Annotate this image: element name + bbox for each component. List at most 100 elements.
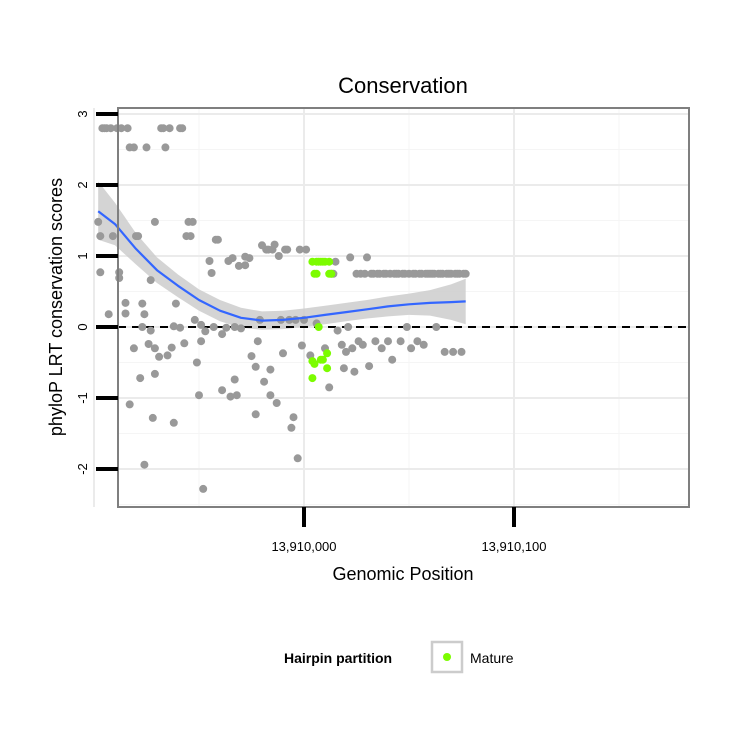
other-point — [272, 399, 281, 407]
other-point — [283, 245, 292, 254]
other-point — [297, 341, 306, 350]
other-point — [213, 235, 222, 244]
other-point — [325, 383, 334, 392]
other-point — [402, 323, 411, 331]
other-point — [150, 217, 159, 226]
other-point — [148, 413, 157, 422]
legend-title: Hairpin partition — [284, 650, 392, 666]
other-point — [457, 347, 466, 356]
other-point — [201, 327, 210, 336]
other-point — [266, 391, 275, 400]
other-point — [363, 253, 371, 262]
other-point — [237, 324, 245, 333]
other-point — [333, 326, 342, 335]
other-point — [150, 369, 159, 378]
other-point — [234, 261, 243, 270]
other-point — [155, 352, 164, 361]
mature-point — [308, 374, 317, 383]
grid-lines — [93, 108, 689, 507]
other-point — [142, 143, 151, 152]
other-point — [104, 310, 113, 319]
other-point — [188, 217, 197, 226]
other-point — [270, 240, 279, 249]
other-point — [121, 309, 130, 318]
other-point — [396, 337, 405, 346]
other-point — [159, 124, 168, 133]
other-point — [218, 330, 227, 339]
other-point — [251, 362, 260, 371]
other-point — [186, 232, 195, 241]
other-point — [192, 358, 201, 367]
other-point — [96, 268, 105, 277]
plot-border — [117, 107, 690, 508]
other-point — [287, 423, 296, 432]
other-point — [129, 143, 138, 152]
mature-point — [323, 364, 332, 373]
other-point — [146, 276, 155, 285]
y-tick-label: -2 — [75, 463, 90, 475]
other-point — [253, 337, 262, 346]
smooth-curve — [97, 210, 466, 322]
legend: Hairpin partition Mature — [284, 640, 514, 674]
other-point — [226, 392, 235, 401]
other-point — [230, 323, 239, 331]
other-point — [342, 347, 350, 356]
other-point — [144, 340, 153, 348]
x-tick-label: 13,910,100 — [481, 539, 546, 554]
other-point — [171, 299, 180, 308]
other-point — [167, 343, 176, 352]
other-point — [331, 257, 340, 266]
other-point — [339, 364, 348, 373]
other-point — [125, 400, 134, 409]
other-point — [413, 337, 422, 346]
other-point — [123, 124, 132, 133]
other-point — [140, 310, 149, 319]
other-point — [346, 253, 355, 262]
other-point — [440, 347, 449, 356]
other-point — [163, 351, 172, 360]
x-axis-label: Genomic Position — [332, 564, 473, 584]
mature-point — [310, 359, 319, 368]
other-point — [140, 460, 149, 469]
other-point — [180, 339, 189, 348]
other-point — [230, 375, 239, 384]
other-point — [146, 326, 155, 335]
other-point — [289, 413, 298, 422]
other-point — [138, 323, 147, 331]
other-point — [205, 257, 214, 265]
other-point — [178, 124, 187, 133]
other-point — [295, 245, 304, 254]
other-point — [293, 454, 302, 463]
other-point — [377, 344, 386, 353]
other-point — [350, 367, 359, 376]
mature-point — [314, 323, 323, 331]
data-points — [94, 124, 470, 493]
other-point — [407, 344, 416, 353]
legend-key-box — [430, 640, 464, 674]
other-point — [241, 261, 250, 270]
other-point — [136, 374, 145, 383]
other-point — [371, 337, 380, 346]
other-point — [344, 323, 353, 331]
other-point — [419, 340, 428, 349]
other-point — [461, 269, 470, 278]
y-tick-label: 0 — [75, 323, 90, 330]
other-point — [365, 362, 374, 371]
other-point — [232, 391, 241, 400]
other-point — [348, 344, 357, 353]
other-point — [266, 365, 275, 374]
other-point — [150, 344, 159, 353]
other-point — [449, 347, 458, 356]
other-point — [218, 386, 227, 395]
other-point — [134, 232, 143, 241]
other-point — [165, 124, 174, 133]
other-point — [96, 232, 105, 241]
other-point — [199, 484, 208, 493]
other-point — [274, 252, 283, 260]
y-tick-label: 3 — [75, 110, 90, 117]
other-point — [176, 323, 185, 332]
other-point — [195, 391, 203, 400]
other-point — [94, 217, 103, 226]
mature-point — [327, 269, 336, 278]
mature-point — [312, 269, 321, 278]
